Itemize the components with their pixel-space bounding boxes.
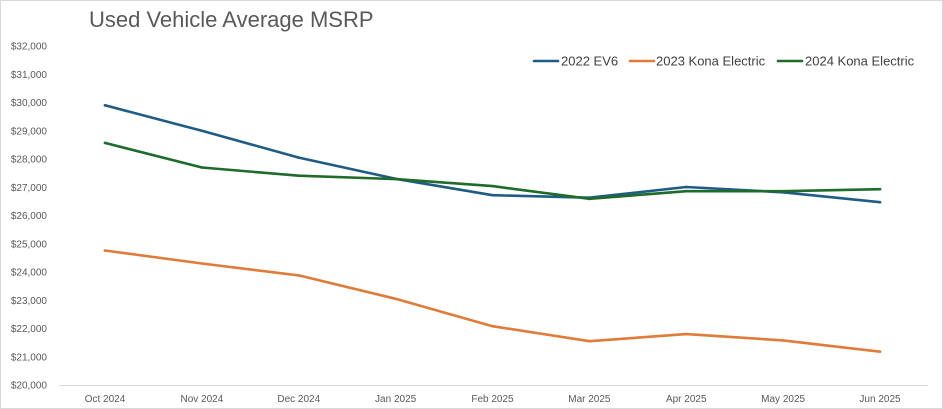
data-point (103, 249, 107, 252)
series-layer (103, 104, 882, 354)
y-tick-label: $32,000 (11, 42, 48, 53)
data-point (878, 200, 882, 204)
data-point (297, 174, 301, 177)
data-point (684, 185, 688, 189)
data-point (297, 156, 301, 159)
y-tick-label: $27,000 (11, 183, 48, 194)
legend-label: 2024 Kona Electric (805, 54, 915, 69)
y-tick-label: $22,000 (11, 324, 48, 335)
y-tick-label: $23,000 (11, 296, 48, 307)
y-tick-label: $26,000 (11, 211, 48, 222)
data-point (588, 197, 591, 201)
legend-label: 2022 EV6 (561, 54, 618, 69)
axis-layer: $20,000 $21,000 $22,000 $23,000 $24,000 $25,0… (11, 42, 928, 405)
chart-title: Used Vehicle Average MSRP (89, 7, 374, 32)
data-point (103, 104, 107, 107)
chart-legend: 2022 EV6 2023 Kona Electric 2024 Kona Elec… (532, 54, 915, 69)
y-tick-label: $29,000 (11, 126, 48, 137)
data-point (684, 332, 688, 336)
data-point (200, 166, 204, 169)
x-tick-label: Jan 2025 (375, 394, 417, 405)
data-point (200, 129, 204, 133)
data-point (588, 339, 591, 343)
y-tick-label: $31,000 (11, 70, 48, 81)
data-point (491, 184, 494, 188)
series-line (103, 141, 882, 201)
x-tick-label: May 2025 (761, 394, 805, 405)
data-point (781, 189, 785, 193)
data-point (200, 262, 204, 265)
y-tick-label: $30,000 (11, 98, 48, 109)
x-tick-label: Apr 2025 (666, 394, 707, 405)
data-point (878, 350, 882, 353)
x-tick-label: Mar 2025 (568, 394, 611, 405)
y-tick-label: $20,000 (11, 381, 48, 392)
y-tick-label: $21,000 (11, 352, 48, 363)
x-tick-label: Nov 2024 (180, 394, 223, 405)
data-point (878, 187, 882, 191)
x-tick-label: Jun 2025 (859, 394, 901, 405)
data-point (394, 177, 397, 181)
x-tick-label: Feb 2025 (471, 394, 514, 405)
data-point (684, 189, 688, 193)
x-tick-label: Oct 2024 (85, 394, 126, 405)
x-tick-label: Dec 2024 (277, 394, 320, 405)
y-tick-label: $28,000 (11, 155, 48, 166)
data-point (491, 193, 494, 197)
legend-label: 2023 Kona Electric (656, 54, 766, 69)
data-point (394, 297, 397, 301)
data-point (491, 324, 494, 328)
series-line (103, 104, 882, 204)
y-tick-label: $25,000 (11, 239, 48, 250)
data-point (297, 274, 301, 277)
data-point (781, 339, 785, 342)
y-tick-label: $24,000 (11, 268, 48, 279)
data-point (103, 141, 107, 145)
series-line (103, 249, 882, 354)
